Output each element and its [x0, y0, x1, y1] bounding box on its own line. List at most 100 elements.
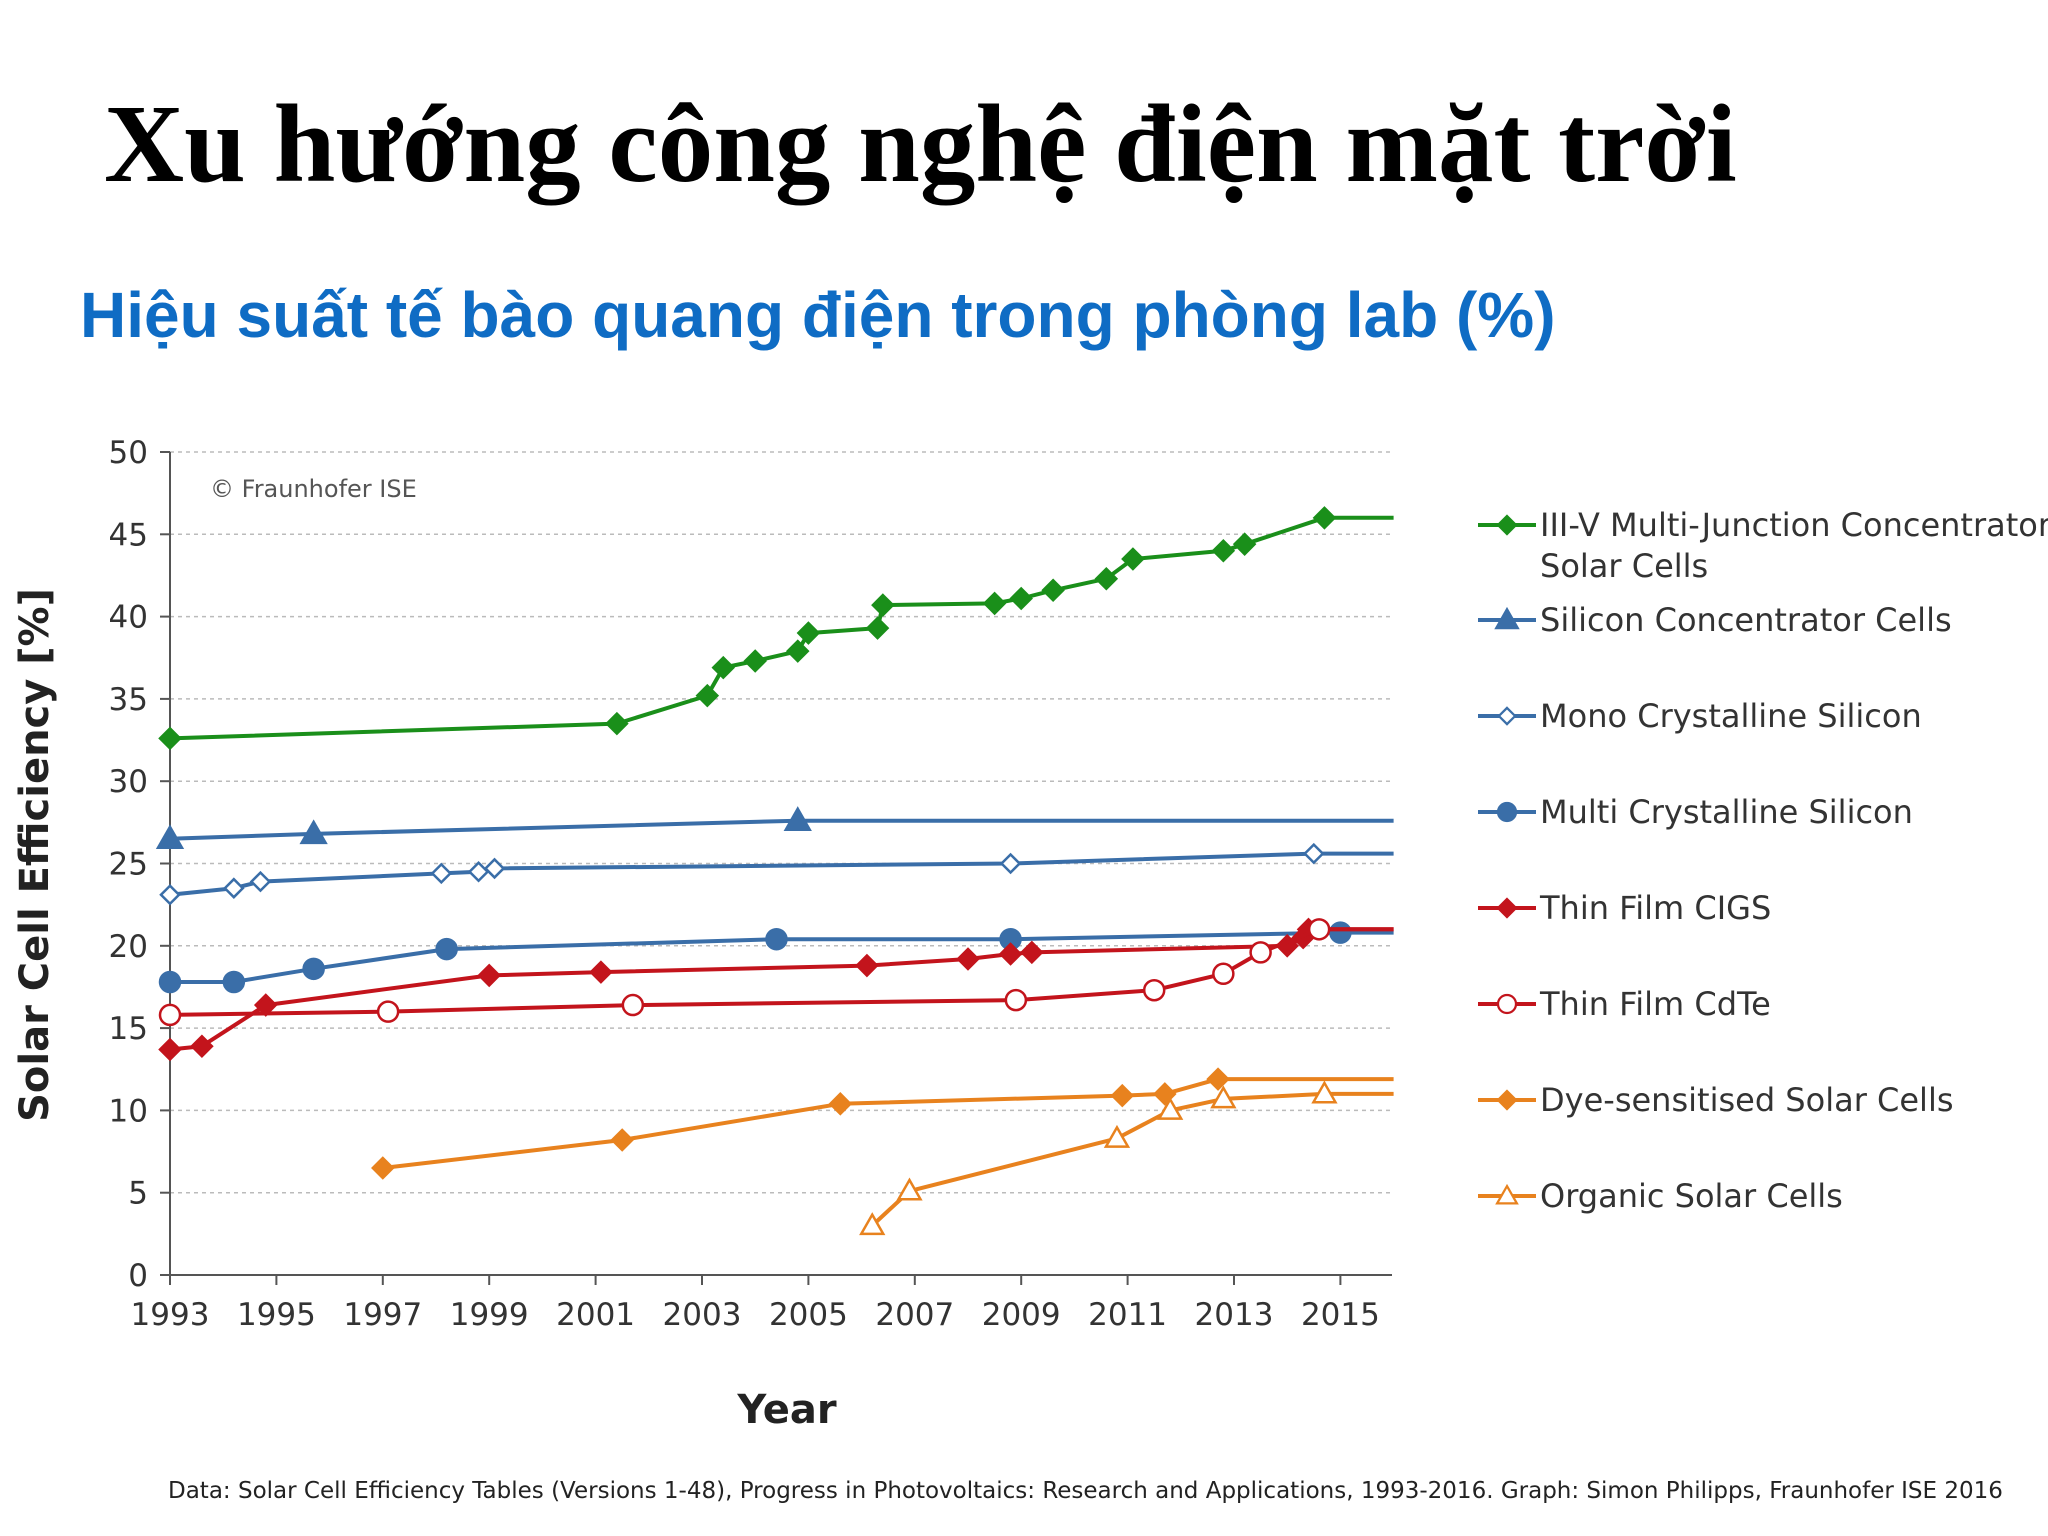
data-point [589, 960, 613, 984]
series [159, 842, 1394, 906]
data-point [1494, 606, 1520, 630]
data-point [249, 870, 272, 893]
data-point [621, 993, 645, 1017]
x-tick-label: 1997 [343, 1297, 422, 1333]
data-point [223, 877, 245, 899]
data-point [1211, 538, 1236, 563]
data-source-note: Data: Solar Cell Efficiency Tables (Vers… [168, 1478, 2003, 1504]
legend-label: Dye-sensitised Solar Cells [1540, 1081, 1954, 1119]
data-point [1142, 978, 1166, 1002]
data-point [1103, 1124, 1131, 1148]
y-tick-label: 5 [128, 1176, 148, 1212]
data-point [982, 591, 1007, 616]
data-point [796, 621, 821, 645]
y-tick-label: 25 [109, 847, 148, 883]
y-tick-label: 30 [109, 764, 148, 800]
legend-item: Thin Film CIGS [1478, 889, 1771, 927]
data-point [865, 616, 890, 640]
data-point [158, 970, 182, 994]
x-tick-label: 2007 [875, 1297, 954, 1333]
x-tick-label: 2013 [1195, 1297, 1274, 1333]
x-tick-label: 1995 [237, 1297, 316, 1333]
legend-label: Solar Cells [1540, 547, 1708, 585]
data-point [430, 862, 453, 885]
series-line [169, 851, 1394, 897]
data-point [1312, 506, 1337, 530]
data-point [743, 649, 767, 673]
data-point [1157, 1096, 1184, 1120]
x-tick-label: 2009 [982, 1297, 1061, 1333]
data-point [483, 857, 506, 880]
x-axis-label: Year [736, 1387, 836, 1433]
legend-label: Thin Film CIGS [1539, 889, 1771, 927]
data-point [610, 1128, 634, 1152]
data-point [299, 819, 328, 845]
data-point [828, 1092, 853, 1116]
x-tick-label: 2005 [769, 1297, 848, 1333]
chart-annotation: © Fraunhofer ISE [210, 475, 417, 503]
data-point [371, 1156, 395, 1180]
data-point [1496, 1089, 1518, 1111]
data-point [159, 884, 181, 906]
data-point [1307, 918, 1331, 941]
data-point [1232, 532, 1257, 556]
legend-label: Thin Film CdTe [1539, 985, 1771, 1023]
data-point [1311, 1080, 1338, 1104]
data-point [783, 806, 812, 831]
legend-label: Silicon Concentrator Cells [1540, 601, 1952, 639]
slide-title: Xu hướng công nghệ điện mặt trời [104, 83, 1737, 206]
data-point [765, 927, 788, 951]
series-line [169, 818, 1394, 841]
data-point [1094, 566, 1119, 591]
y-tick-label: 40 [109, 600, 148, 636]
y-tick-label: 20 [109, 929, 148, 965]
x-tick-label: 2001 [556, 1297, 635, 1333]
legend-item: Thin Film CdTe [1478, 985, 1771, 1023]
legend-item: Silicon Concentrator Cells [1478, 601, 1952, 639]
data-point [1495, 1183, 1519, 1205]
data-point [1110, 1083, 1135, 1108]
data-point [695, 683, 720, 708]
y-tick-label: 0 [128, 1258, 148, 1294]
series-line [870, 1091, 1394, 1228]
y-tick-label: 15 [109, 1011, 148, 1047]
data-point [1004, 988, 1028, 1012]
data-point [1497, 706, 1517, 726]
data-point [859, 1212, 886, 1236]
data-point [1496, 897, 1518, 919]
data-point [435, 937, 458, 961]
data-point [158, 1003, 182, 1027]
data-point [999, 852, 1022, 875]
data-point [1496, 801, 1518, 823]
data-point [1121, 547, 1145, 571]
data-point [222, 970, 246, 994]
series [155, 806, 1394, 850]
data-point [1009, 586, 1033, 611]
data-point [158, 1037, 182, 1062]
data-point [1020, 940, 1044, 965]
data-point [1212, 962, 1235, 986]
series-line [170, 930, 1394, 984]
series [158, 918, 1394, 1027]
slide-subtitle: Hiệu suất tế bào quang điện trong phòng … [80, 279, 1556, 351]
series-line [382, 1077, 1394, 1170]
y-axis-label: Solar Cell Efficiency [%] [12, 588, 58, 1122]
legend-item: Dye-sensitised Solar Cells [1478, 1081, 1954, 1119]
series-layer [155, 506, 1394, 1236]
data-point [871, 593, 895, 617]
y-tick-label: 50 [109, 435, 148, 471]
data-point [956, 947, 980, 971]
data-point [155, 824, 185, 850]
legend-label: III-V Multi-Junction Concentrator [1540, 506, 2048, 544]
x-tick-label: 2015 [1301, 1297, 1380, 1333]
data-point [1496, 514, 1518, 536]
y-tick-label: 35 [109, 682, 148, 718]
data-point [467, 860, 490, 883]
data-point [785, 639, 810, 663]
data-point [1041, 578, 1065, 603]
x-tick-label: 2003 [663, 1297, 742, 1333]
data-point [998, 942, 1023, 966]
